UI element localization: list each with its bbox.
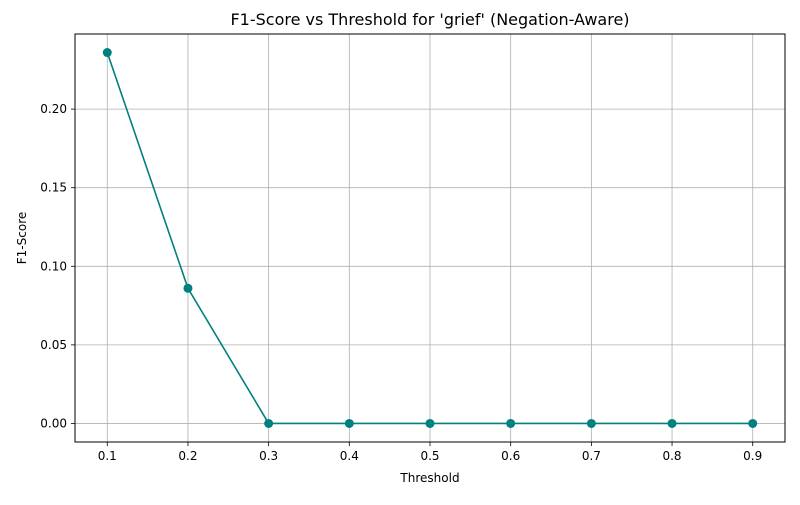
data-point [586, 418, 596, 428]
chart-title: F1-Score vs Threshold for 'grief' (Negat… [230, 10, 629, 29]
data-point [748, 418, 758, 428]
data-point [506, 418, 516, 428]
x-tick-label: 0.9 [743, 449, 762, 463]
series-layer [102, 48, 758, 428]
y-tick-label: 0.00 [40, 416, 67, 430]
x-tick-label: 0.7 [582, 449, 601, 463]
grid [75, 34, 785, 442]
y-tick-label: 0.15 [40, 181, 67, 195]
x-tick-label: 0.5 [420, 449, 439, 463]
y-tick-label: 0.05 [40, 338, 67, 352]
y-axis-label: F1-Score [15, 212, 29, 264]
x-tick-label: 0.1 [98, 449, 117, 463]
x-tick-label: 0.2 [178, 449, 197, 463]
x-tick-label: 0.6 [501, 449, 520, 463]
y-tick-label: 0.20 [40, 102, 67, 116]
data-point [425, 418, 435, 428]
x-tick-label: 0.3 [259, 449, 278, 463]
data-point [344, 418, 354, 428]
data-point [102, 48, 112, 58]
x-tick-label: 0.8 [662, 449, 681, 463]
data-point [264, 418, 274, 428]
x-axis-label: Threshold [399, 471, 459, 485]
data-point [183, 283, 193, 293]
axis-ticks: 0.1 0.2 0.3 0.4 0.5 0.6 0.7 0.8 0.9 0.00 0.05 0.10 0… [40, 102, 762, 463]
data-point [667, 418, 677, 428]
x-tick-label: 0.4 [340, 449, 359, 463]
y-tick-label: 0.10 [40, 259, 67, 273]
